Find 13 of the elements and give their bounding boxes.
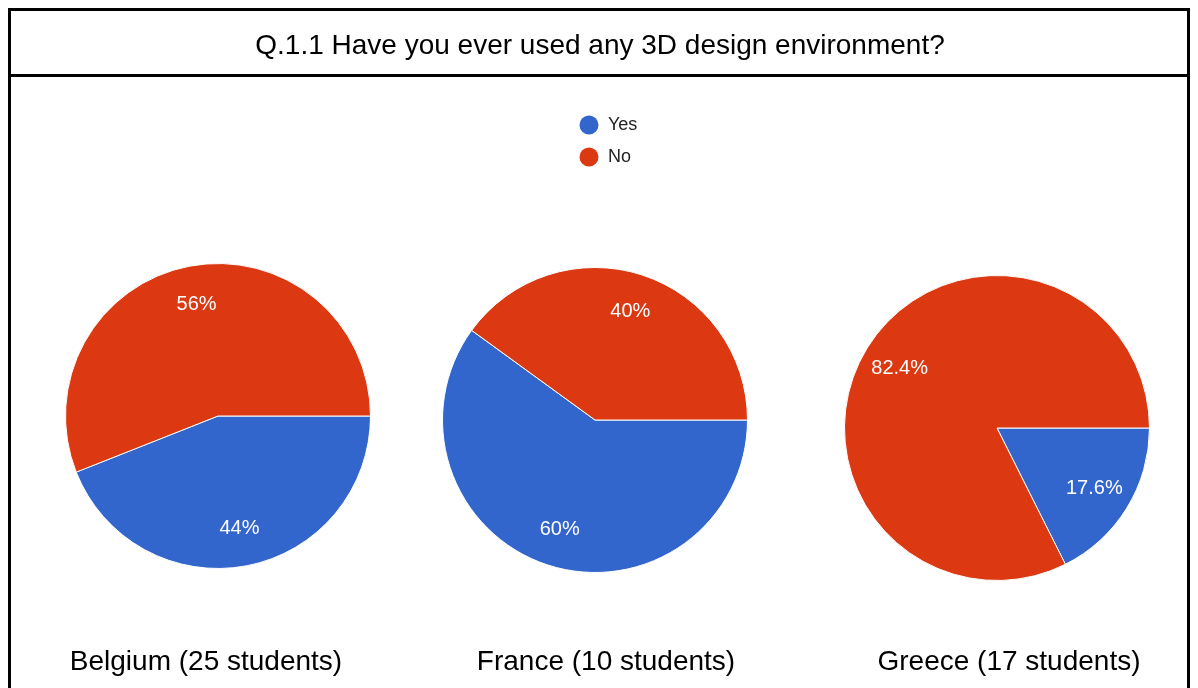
legend-label: Yes — [608, 114, 638, 134]
data-label: 60% — [539, 516, 580, 539]
data-label: 17.6% — [1065, 476, 1123, 499]
data-label: 40% — [610, 299, 651, 322]
data-label: 82.4% — [871, 355, 929, 378]
chart-title: Q.1.1 Have you ever used any 3D design environment? — [255, 29, 945, 60]
text: Belgium (25 students) — [69, 645, 343, 676]
text: France (10 students) — [476, 645, 736, 676]
data-label: 44% — [219, 516, 260, 539]
text: Greece (17 students) — [877, 645, 1141, 676]
legend-label: No — [608, 146, 632, 166]
pie-slice — [844, 275, 1150, 581]
data-label: 56% — [176, 291, 217, 314]
